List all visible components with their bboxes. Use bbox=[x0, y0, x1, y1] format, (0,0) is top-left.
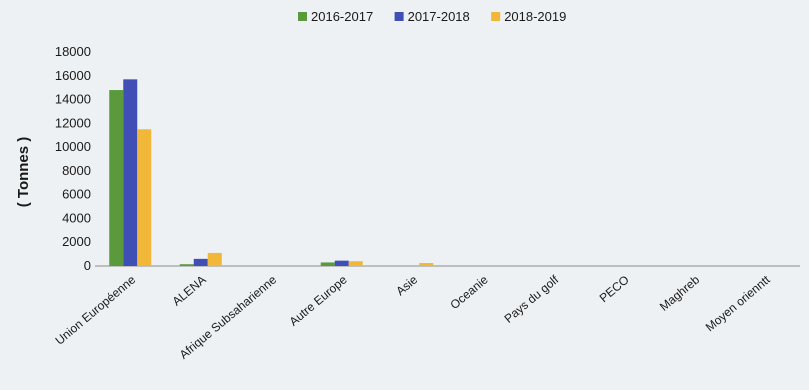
x-tick-label: Autre Europe bbox=[287, 272, 350, 328]
y-tick-label: 10000 bbox=[55, 139, 91, 154]
y-axis-ticks: 0 2000 4000 6000 8000 10000 12000 14000 16000 180… bbox=[55, 44, 91, 273]
bars bbox=[109, 79, 434, 267]
y-tick-label: 18000 bbox=[55, 44, 91, 59]
y-tick-label: 4000 bbox=[62, 210, 91, 225]
legend-swatch bbox=[298, 12, 307, 21]
bar-2018-2019-3 bbox=[348, 261, 363, 266]
x-tick-label: Asie bbox=[393, 272, 420, 298]
legend-label: 2018-2019 bbox=[504, 9, 566, 24]
y-tick-label: 6000 bbox=[62, 187, 91, 202]
y-tick-label: 0 bbox=[84, 258, 91, 273]
legend-swatch bbox=[394, 12, 404, 21]
bar-2017-2018-0 bbox=[123, 79, 138, 266]
x-tick-label: Moyen orienntt bbox=[703, 272, 773, 334]
x-tick-label: PECO bbox=[597, 273, 632, 306]
y-tick-label: 2000 bbox=[62, 234, 91, 249]
y-tick-label: 8000 bbox=[62, 163, 91, 178]
bar-2017-2018-1 bbox=[193, 258, 208, 266]
x-tick-label: Maghreb bbox=[657, 272, 703, 313]
bar-2018-2019-1 bbox=[207, 252, 222, 266]
bar-2016-2017-0 bbox=[109, 90, 124, 267]
bar-2017-2018-3 bbox=[334, 260, 349, 266]
legend-label: 2016-2017 bbox=[311, 9, 373, 24]
bar-2016-2017-3 bbox=[320, 262, 335, 266]
x-tick-label: Pays du golf bbox=[502, 272, 562, 326]
y-tick-label: 12000 bbox=[55, 115, 91, 130]
y-tick-label: 16000 bbox=[55, 68, 91, 83]
y-axis-label: ( Tonnes ) bbox=[15, 137, 32, 208]
x-tick-label: Oceanie bbox=[447, 272, 490, 312]
bar-2018-2019-0 bbox=[137, 129, 152, 266]
legend-swatch bbox=[491, 12, 501, 21]
bar-2018-2019-4 bbox=[419, 263, 434, 266]
bar-2016-2017-1 bbox=[179, 264, 194, 266]
y-tick-label: 14000 bbox=[55, 92, 91, 107]
legend: 2016-2017 2017-2018 2018-2019 bbox=[298, 9, 566, 24]
x-tick-label: ALENA bbox=[170, 273, 209, 309]
legend-label: 2017-2018 bbox=[408, 9, 470, 24]
x-tick-label: Union Européenne bbox=[53, 272, 139, 347]
